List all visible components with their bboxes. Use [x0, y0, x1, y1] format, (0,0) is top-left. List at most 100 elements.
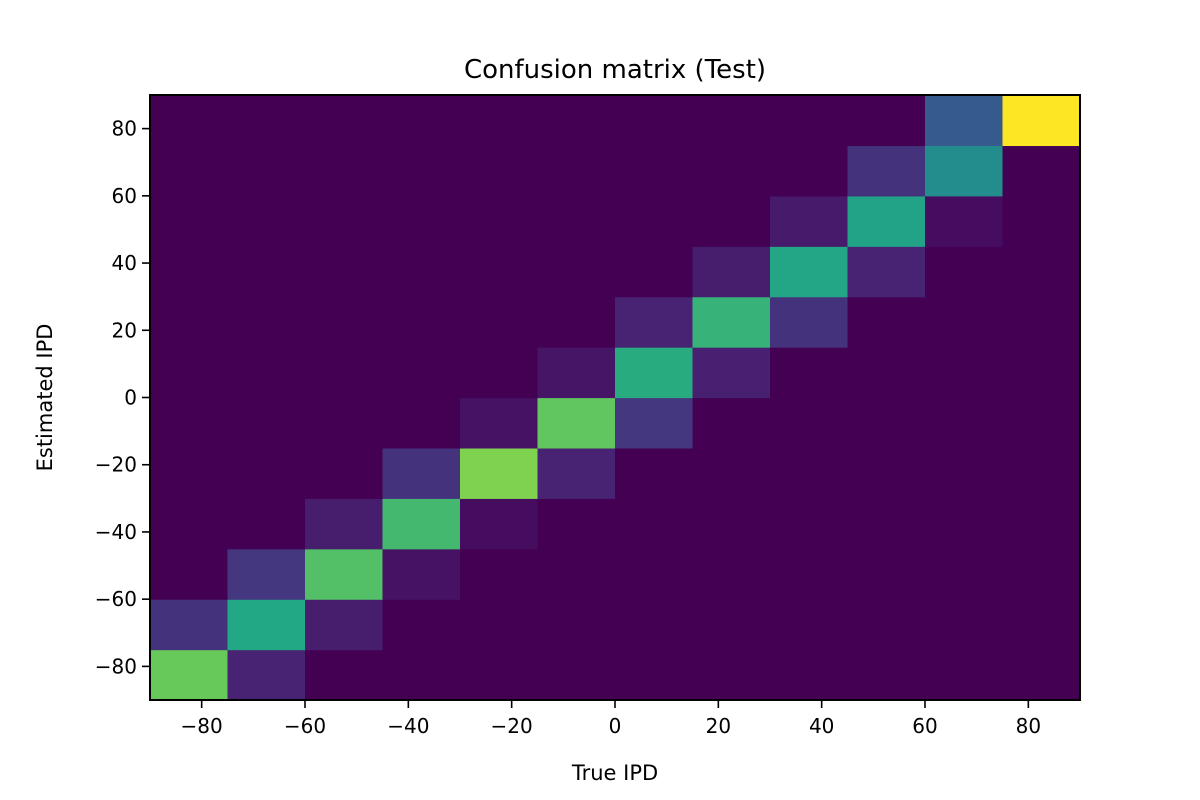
heatmap-cell [925, 599, 1004, 651]
heatmap-cell [925, 246, 1004, 298]
heatmap-cell [227, 296, 306, 348]
y-tick-label: −80 [95, 654, 137, 678]
heatmap-cell [382, 347, 461, 399]
heatmap-cell [925, 397, 1004, 449]
heatmap-cell [382, 498, 461, 550]
heatmap-cell [460, 498, 539, 550]
heatmap-cell [692, 195, 771, 247]
heatmap-cell [150, 548, 229, 600]
heatmap-cell [925, 95, 1004, 147]
heatmap-cell [692, 145, 771, 197]
heatmap-cell [847, 548, 926, 600]
heatmap-cell [460, 649, 539, 701]
x-tick-label: −60 [284, 714, 326, 738]
x-tick-label: 40 [809, 714, 834, 738]
heatmap-cell [770, 649, 849, 701]
heatmap-cell [615, 95, 694, 147]
heatmap-cell [150, 397, 229, 449]
heatmap-cell [305, 95, 384, 147]
heatmap-cell [925, 548, 1004, 600]
y-tick-label: −40 [95, 520, 137, 544]
heatmap-cell [847, 649, 926, 701]
y-tick-label: 40 [112, 251, 137, 275]
heatmap-cell [847, 246, 926, 298]
heatmap-cell [150, 145, 229, 197]
x-tick-label: 60 [912, 714, 937, 738]
heatmap-cell [227, 347, 306, 399]
heatmap-cell [692, 649, 771, 701]
heatmap-cell [770, 95, 849, 147]
heatmap-cell [382, 599, 461, 651]
y-tick-label: −60 [95, 587, 137, 611]
heatmap-cell [150, 246, 229, 298]
heatmap-cell [150, 347, 229, 399]
y-tick-label: 80 [112, 117, 137, 141]
heatmap-cell [537, 498, 616, 550]
heatmap-cell [847, 498, 926, 550]
heatmap-cell [847, 447, 926, 499]
heatmap-cell [537, 145, 616, 197]
heatmap-cell [770, 145, 849, 197]
heatmap-cell [537, 246, 616, 298]
x-tick-label: −80 [181, 714, 223, 738]
heatmap-cell [1002, 447, 1081, 499]
heatmap-cell [382, 246, 461, 298]
heatmap-cell [770, 548, 849, 600]
x-axis-label: True IPD [571, 761, 658, 785]
heatmap-cell [460, 246, 539, 298]
heatmap-cell [150, 195, 229, 247]
heatmap-cell [537, 397, 616, 449]
x-tick-label: 80 [1016, 714, 1041, 738]
heatmap-cell [615, 498, 694, 550]
heatmap-cell [382, 296, 461, 348]
heatmap-cell [925, 296, 1004, 348]
heatmap-cell [227, 599, 306, 651]
heatmap-cell [847, 195, 926, 247]
heatmap-cell [692, 296, 771, 348]
heatmap-cell [305, 296, 384, 348]
heatmap-cell [537, 548, 616, 600]
heatmap-cell [305, 447, 384, 499]
heatmap-cell [305, 246, 384, 298]
heatmap-cell [305, 145, 384, 197]
heatmap-cell [150, 95, 229, 147]
heatmap-cell [615, 599, 694, 651]
heatmap-cell [150, 498, 229, 550]
heatmap-cell [305, 347, 384, 399]
heatmap-cell [847, 296, 926, 348]
heatmap-cell [460, 296, 539, 348]
heatmap-cell [1002, 599, 1081, 651]
heatmap-cell [537, 296, 616, 348]
heatmap-cell [227, 95, 306, 147]
heatmap-cell [847, 347, 926, 399]
heatmap-cell [150, 447, 229, 499]
heatmap-cell [925, 498, 1004, 550]
heatmap-cell [227, 246, 306, 298]
heatmap-cell [770, 447, 849, 499]
heatmap-cell [460, 397, 539, 449]
heatmap-cell [1002, 498, 1081, 550]
y-axis: −80 −60 −40 −20 0 20 40 60 80 [95, 117, 150, 678]
heatmap-cell [615, 246, 694, 298]
heatmap-cells [150, 95, 1081, 701]
heatmap-cell [1002, 296, 1081, 348]
heatmap-cell [1002, 145, 1081, 197]
heatmap-cell [537, 347, 616, 399]
heatmap-cell [692, 95, 771, 147]
heatmap-cell [692, 397, 771, 449]
heatmap-cell [1002, 548, 1081, 600]
heatmap-cell [692, 599, 771, 651]
heatmap-cell [227, 447, 306, 499]
heatmap-cell [537, 599, 616, 651]
heatmap-cell [305, 195, 384, 247]
x-tick-label: 0 [609, 714, 622, 738]
heatmap-cell [537, 195, 616, 247]
heatmap-cell [150, 296, 229, 348]
heatmap-cell [615, 397, 694, 449]
heatmap-cell [227, 145, 306, 197]
heatmap-cell [615, 649, 694, 701]
heatmap-cell [382, 397, 461, 449]
heatmap-cell [692, 498, 771, 550]
heatmap-cell [770, 498, 849, 550]
heatmap-cell [615, 447, 694, 499]
